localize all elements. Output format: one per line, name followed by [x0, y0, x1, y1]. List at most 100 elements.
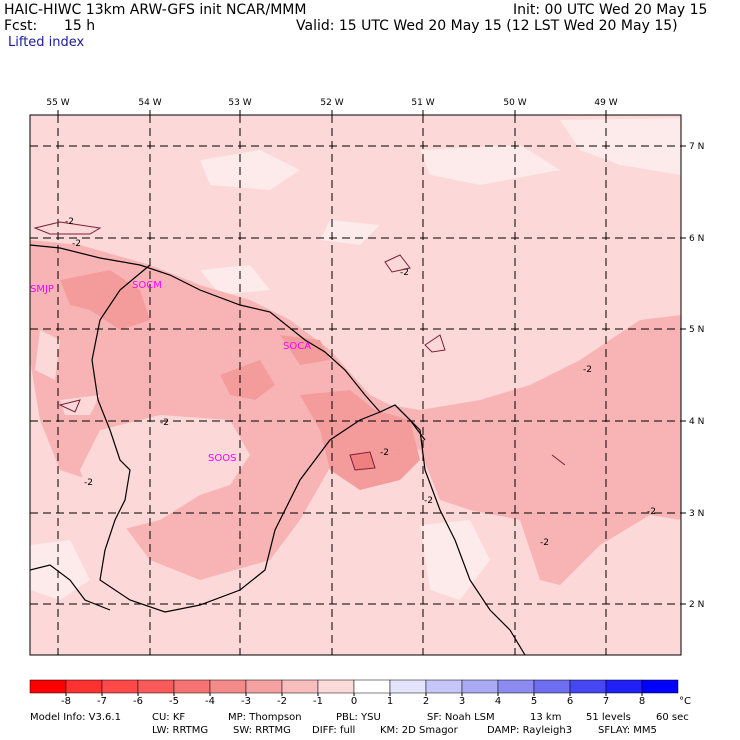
colorbar-swatch	[461, 679, 499, 694]
field-patch	[300, 390, 420, 490]
graticule	[30, 115, 681, 655]
lon-label: 51 W	[411, 98, 434, 108]
footer-sf: SF: Noah LSM	[427, 712, 495, 723]
colorbar-swatch	[29, 679, 67, 694]
lat-label: 4 N	[689, 417, 704, 427]
field-patch	[60, 270, 150, 330]
lat-label: 3 N	[689, 509, 704, 519]
contour-label: -2	[583, 365, 592, 375]
lon-labels: 55 W 54 W 53 W 52 W 51 W 50 W 49 W	[46, 98, 617, 108]
model-title: HAIC-HIWC 13km ARW-GFS init NCAR/MMM	[4, 2, 307, 18]
lat-label: 5 N	[689, 325, 704, 335]
colorbar-tick-label: 6	[567, 696, 573, 707]
fcst-value: 15 h	[64, 18, 96, 34]
contour-label: -2	[540, 538, 549, 548]
footer-levels: 51 levels	[586, 712, 631, 723]
footer-model-info: Model Info: V3.6.1	[30, 712, 121, 723]
station-soos: SOOS	[208, 453, 236, 464]
footer-res: 13 km	[530, 712, 562, 723]
colorbar-swatch	[353, 679, 391, 694]
colorbar-swatch	[65, 679, 103, 694]
colorbar-swatch	[497, 679, 535, 694]
colorbar-tick-label: 3	[459, 696, 465, 707]
lon-label: 53 W	[228, 98, 251, 108]
footer-cu: CU: KF	[152, 712, 186, 723]
footer-damp: DAMP: Rayleigh3	[487, 725, 573, 736]
colorbar-tick-label: -5	[169, 696, 179, 707]
lat-label: 7 N	[689, 142, 704, 152]
colorbar-swatch	[281, 679, 319, 694]
lifted-index-field	[30, 115, 681, 655]
footer-sw: SW: RRTMG	[233, 725, 291, 736]
colorbar-tick-label: -1	[313, 696, 323, 707]
colorbar-swatch	[209, 679, 247, 694]
colorbar-unit: °C	[679, 696, 691, 707]
field-patch	[200, 150, 300, 190]
colorbar-tick-label: -2	[277, 696, 287, 707]
colorbar-swatch	[605, 679, 643, 694]
footer-pbl: PBL: YSU	[336, 712, 381, 723]
lon-label: 54 W	[138, 98, 161, 108]
lat-label: 2 N	[689, 600, 704, 610]
lat-labels: 7 N 6 N 5 N 4 N 3 N 2 N	[689, 142, 704, 610]
colorbar	[29, 679, 679, 696]
valid-time: Valid: 15 UTC Wed 20 May 15 (12 LST Wed …	[296, 18, 678, 34]
footer-diff: DIFF: full	[312, 725, 356, 736]
colorbar-tick-label: -4	[205, 696, 215, 707]
colorbar-swatch	[569, 679, 607, 694]
contour-label: -2	[647, 507, 656, 517]
contour-lines	[33, 221, 566, 471]
field-name: Lifted index	[8, 35, 85, 50]
colorbar-tick-label: 2	[423, 696, 429, 707]
contour-label: -2	[84, 478, 93, 488]
field-patch	[30, 540, 90, 600]
station-smjp: SMJP	[30, 284, 54, 295]
contour-labels: -2 -2 -2 -2 -2 -2 -2 -2 -2 -2	[65, 217, 656, 548]
station-labels: SMJP SOCM SOCA SOOS	[30, 280, 311, 464]
field-patch	[200, 265, 270, 295]
field-patch	[420, 145, 560, 185]
contour-label: -2	[400, 268, 409, 278]
colorbar-swatch	[137, 679, 175, 694]
fcst-label: Fcst:	[4, 18, 38, 34]
footer-mp: MP: Thompson	[228, 712, 302, 723]
contour-label: -2	[424, 496, 433, 506]
contour-label: -2	[380, 448, 389, 458]
lon-label: 50 W	[503, 98, 526, 108]
coastline	[30, 244, 526, 655]
station-socm: SOCM	[132, 280, 162, 291]
colorbar-tick-label: -8	[61, 696, 71, 707]
lon-label: 52 W	[320, 98, 343, 108]
colorbar-swatch	[641, 679, 679, 694]
station-soca: SOCA	[283, 341, 311, 352]
colorbar-swatch	[425, 679, 463, 694]
colorbar-tick-label: 0	[351, 696, 357, 707]
lat-label: 6 N	[689, 234, 704, 244]
colorbar-swatch	[245, 679, 283, 694]
lat-ticks	[681, 145, 686, 605]
field-patch	[35, 330, 60, 380]
colorbar-swatch	[389, 679, 427, 694]
lon-label: 55 W	[46, 98, 69, 108]
colorbar-tick-label: 5	[531, 696, 537, 707]
contour-label: -2	[72, 239, 81, 249]
field-patch	[280, 335, 330, 365]
field-patch	[320, 220, 380, 245]
colorbar-tick-label: 7	[603, 696, 609, 707]
footer-sflay: SFLAY: MM5	[598, 725, 657, 736]
colorbar-swatch	[317, 679, 355, 694]
colorbar-tick-label: 4	[495, 696, 501, 707]
lon-label: 49 W	[594, 98, 617, 108]
init-time: Init: 00 UTC Wed 20 May 15	[513, 2, 708, 18]
colorbar-tick-label: 8	[639, 696, 645, 707]
colorbar-swatch	[173, 679, 211, 694]
colorbar-swatch	[101, 679, 139, 694]
footer-step: 60 sec	[656, 712, 689, 723]
footer-km: KM: 2D Smagor	[380, 725, 458, 736]
footer-lw: LW: RRTMG	[152, 725, 209, 736]
field-patch	[420, 520, 490, 600]
contour-label: -2	[160, 418, 169, 428]
field-patch	[350, 452, 375, 470]
colorbar-swatch	[533, 679, 571, 694]
